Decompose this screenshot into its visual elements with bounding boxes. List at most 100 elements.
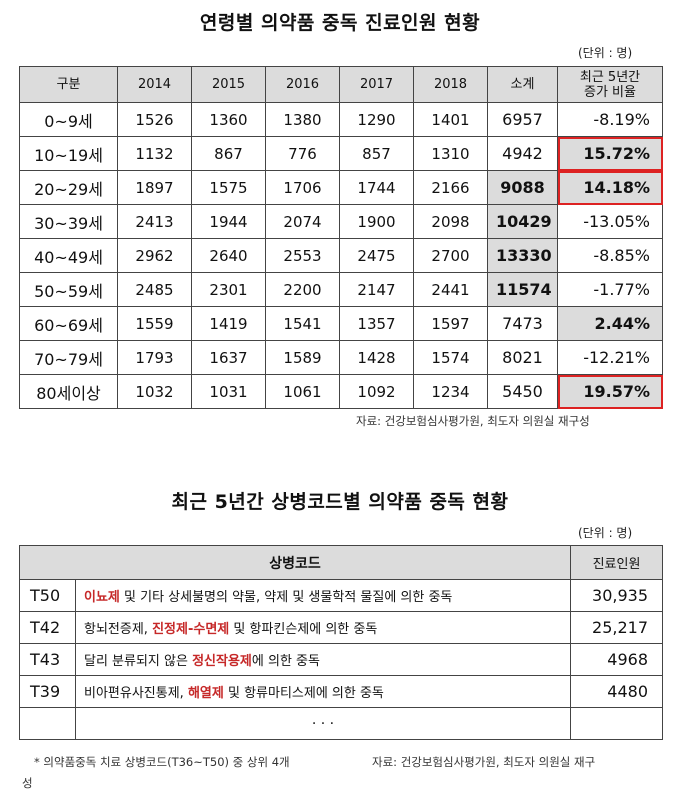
growth-rate-cell: 19.57% [557,374,663,409]
growth-rate-cell: 2.44% [557,306,663,341]
table-row-ellipsis: · · · [19,707,663,740]
year-value-cell: 776 [265,136,340,171]
year-value-cell: 2166 [413,170,488,205]
year-value-cell: 1031 [191,374,266,409]
year-value-cell: 2700 [413,238,488,273]
subtotal-cell: 9088 [487,170,558,205]
year-value-cell: 1092 [339,374,414,409]
year-value-cell: 1032 [117,374,192,409]
subtotal-cell: 7473 [487,306,558,341]
patient-count-cell: 4480 [570,675,663,708]
patient-count-cell: 30,935 [570,579,663,612]
year-value-cell: 1357 [339,306,414,341]
description-text: 및 항파킨슨제에 의한 중독 [229,622,378,637]
year-value-cell: 2441 [413,272,488,307]
header-category: 구분 [19,66,118,103]
age-group-cell: 0~9세 [19,102,118,137]
year-value-cell: 1944 [191,204,266,239]
subtotal-cell: 5450 [487,374,558,409]
year-value-cell: 1559 [117,306,192,341]
year-value-cell: 2098 [413,204,488,239]
year-value-cell: 1234 [413,374,488,409]
patient-count-cell: 4968 [570,643,663,676]
age-group-cell: 80세이상 [19,374,118,409]
table-row: 50~59세 2485 2301 2200 2147 2441 11574 -1.77% [19,272,663,307]
year-value-cell: 2301 [191,272,266,307]
table2-title: 최근 5년간 상병코드별 의약품 중독 현황 [171,491,509,513]
header-year: 2015 [191,66,266,103]
header-year: 2016 [265,66,340,103]
table-row: 40~49세 2962 2640 2553 2475 2700 13330 -8.85% [19,238,663,273]
header-subtotal: 소계 [487,66,558,103]
growth-rate-cell: -13.05% [557,204,663,239]
description-text: 항뇌전증제, [84,622,153,637]
growth-rate-cell: 14.18% [557,170,663,205]
disease-code-table: 상병코드 진료인원 T50 이뇨제 및 기타 상세불명의 약물, 약제 및 생물학… [19,545,663,740]
year-value-cell: 1061 [265,374,340,409]
age-group-cell: 20~29세 [19,170,118,205]
subtotal-cell: 13330 [487,238,558,273]
table-row: T43 달리 분류되지 않은 정신작용제에 의한 중독 4968 [19,643,663,676]
disease-code-cell: T39 [19,675,76,708]
highlighted-drug-term: 정신작용제 [192,654,252,669]
year-value-cell: 1793 [117,340,192,375]
age-group-cell: 70~79세 [19,340,118,375]
age-group-cell: 10~19세 [19,136,118,171]
year-value-cell: 857 [339,136,414,171]
table-row: 20~29세 1897 1575 1706 1744 2166 9088 14.18% [19,170,663,205]
age-group-cell: 50~59세 [19,272,118,307]
year-value-cell: 1589 [265,340,340,375]
year-value-cell: 1574 [413,340,488,375]
year-value-cell: 1310 [413,136,488,171]
year-value-cell: 1706 [265,170,340,205]
empty-cell [570,707,663,740]
year-value-cell: 1597 [413,306,488,341]
year-value-cell: 1380 [265,102,340,137]
header-growth-rate: 최근 5년간 증가 비율 [557,66,663,103]
header-patient-count: 진료인원 [570,545,663,580]
year-value-cell: 1526 [117,102,192,137]
age-group-cell: 60~69세 [19,306,118,341]
age-group-cell: 40~49세 [19,238,118,273]
table-row: 30~39세 2413 1944 2074 1900 2098 10429 -13.05% [19,204,663,239]
disease-description-cell: 항뇌전증제, 진정제-수면제 및 항파킨슨제에 의한 중독 [75,611,571,644]
description-text: 에 의한 중독 [251,654,320,669]
highlighted-drug-term: 진정제-수면제 [152,622,230,637]
description-text: 및 기타 상세불명의 약물, 약제 및 생물학적 물질에 의한 중독 [119,590,453,605]
year-value-cell: 1897 [117,170,192,205]
age-stats-table: 구분 2014 2015 2016 2017 2018 소계 최근 5년간 증가 … [19,66,663,409]
subtotal-cell: 6957 [487,102,558,137]
table-row: 80세이상 1032 1031 1061 1092 1234 5450 19.57% [19,374,663,409]
year-value-cell: 1360 [191,102,266,137]
description-text: 및 항류마티스제에 의한 중독 [223,686,384,701]
header-year: 2014 [117,66,192,103]
highlighted-drug-term: 이뇨제 [84,590,120,605]
year-value-cell: 2475 [339,238,414,273]
header-disease-code: 상병코드 [19,545,571,580]
table-row: 10~19세 1132 867 776 857 1310 4942 15.72% [19,136,663,171]
year-value-cell: 2485 [117,272,192,307]
year-value-cell: 2413 [117,204,192,239]
disease-description-cell: 달리 분류되지 않은 정신작용제에 의한 중독 [75,643,571,676]
subtotal-cell: 4942 [487,136,558,171]
patient-count-cell: 25,217 [570,611,663,644]
year-value-cell: 1428 [339,340,414,375]
year-value-cell: 1290 [339,102,414,137]
year-value-cell: 2962 [117,238,192,273]
year-value-cell: 1575 [191,170,266,205]
year-value-cell: 1744 [339,170,414,205]
subtotal-cell: 8021 [487,340,558,375]
subtotal-cell: 11574 [487,272,558,307]
year-value-cell: 2200 [265,272,340,307]
year-value-cell: 867 [191,136,266,171]
description-text: 달리 분류되지 않은 [84,654,193,669]
age-group-cell: 30~39세 [19,204,118,239]
table1-unit: (단위 : 명) [578,46,633,60]
table-header-row: 상병코드 진료인원 [19,545,663,580]
description-text: 비아편유사진통제, [84,686,188,701]
table1-title: 연령별 의약품 중독 진료인원 현황 [199,12,481,34]
growth-rate-cell: -12.21% [557,340,663,375]
year-value-cell: 2074 [265,204,340,239]
growth-rate-cell: 15.72% [557,136,663,171]
table2-source-wrap: 성 [22,776,33,790]
